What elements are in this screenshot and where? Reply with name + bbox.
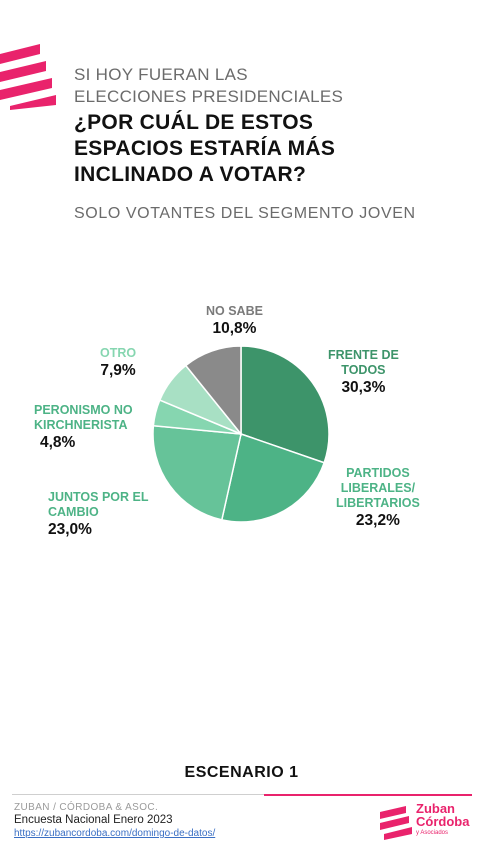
footer-divider [12, 794, 264, 795]
pie-slice-no-sabe [184, 345, 242, 437]
pie-slice-frente-de-todos [240, 345, 330, 464]
footer-accent-divider [264, 794, 472, 796]
brand-mark-icon [380, 806, 412, 840]
brand-stripes-logo [0, 44, 56, 110]
label-no-sabe: NO SABE 10,8% [206, 304, 263, 338]
question-line1: ¿POR CUÁL DE ESTOS [74, 111, 314, 134]
label-juntos-name1: JUNTOS POR EL [48, 490, 149, 504]
label-frente-name1: FRENTE DE [328, 348, 399, 362]
header-line2: ELECCIONES PRESIDENCIALES [74, 87, 344, 106]
label-juntos-por-el-cambio: JUNTOS POR EL CAMBIO 23,0% [48, 490, 148, 539]
label-otro-value: 7,9% [100, 362, 136, 379]
label-no-sabe-name: NO SABE [206, 304, 263, 318]
label-peronismo: PERONISMO NO KIRCHNERISTA 4,8% [34, 403, 133, 452]
label-juntos-value: 23,0% [48, 521, 92, 538]
label-frente-value: 30,3% [341, 379, 386, 396]
footer-org: ZUBAN / CÓRDOBA & ASOC. [14, 802, 159, 813]
subtitle: SOLO VOTANTES DEL SEGMENTO JOVEN [74, 205, 416, 222]
label-liberales-name3: LIBERTARIOS [336, 496, 420, 510]
brand-sub: y Asociados [416, 830, 449, 836]
label-liberales-value: 23,2% [355, 512, 400, 529]
label-juntos-name2: CAMBIO [48, 505, 99, 519]
pie-slice-partidos-liberales-libertarios [220, 433, 326, 523]
label-frente-de-todos: FRENTE DE TODOS 30,3% [328, 348, 399, 397]
header-intro: SI HOY FUERAN LAS ELECCIONES PRESIDENCIA… [74, 64, 474, 108]
label-otro: OTRO 7,9% [100, 346, 136, 380]
label-peronismo-name2: KIRCHNERISTA [34, 418, 128, 432]
header-line1: SI HOY FUERAN LAS [74, 65, 248, 84]
brand-logo: Zuban Córdoba y Asociados [380, 800, 480, 848]
scenario-title: ESCENARIO 1 [184, 764, 299, 781]
question-line3: INCLINADO A VOTAR? [74, 163, 307, 186]
label-frente-name2: TODOS [341, 363, 386, 377]
header-question: ¿POR CUÁL DE ESTOS ESPACIOS ESTARÍA MÁS … [74, 110, 474, 188]
label-liberales-name1: PARTIDOS [346, 466, 410, 480]
brand-line2: Córdoba [416, 814, 470, 829]
label-otro-name: OTRO [100, 346, 137, 360]
footer-link[interactable]: https://zubancordoba.com/domingo-de-dato… [14, 828, 216, 839]
label-peronismo-name1: PERONISMO NO [34, 403, 133, 417]
footer-survey: Encuesta Nacional Enero 2023 [14, 814, 173, 826]
question-line2: ESPACIOS ESTARÍA MÁS [74, 137, 336, 160]
pie-chart [152, 345, 330, 523]
brand-name: Zuban Córdoba [416, 802, 469, 828]
label-partidos-liberales: PARTIDOS LIBERALES/ LIBERTARIOS 23,2% [336, 466, 420, 530]
label-peronismo-value: 4,8% [40, 434, 76, 451]
label-no-sabe-value: 10,8% [212, 320, 257, 337]
label-liberales-name2: LIBERALES/ [340, 481, 416, 495]
pie-slice-juntos-por-el-cambio [152, 424, 242, 521]
brand-line1: Zuban [416, 801, 455, 816]
